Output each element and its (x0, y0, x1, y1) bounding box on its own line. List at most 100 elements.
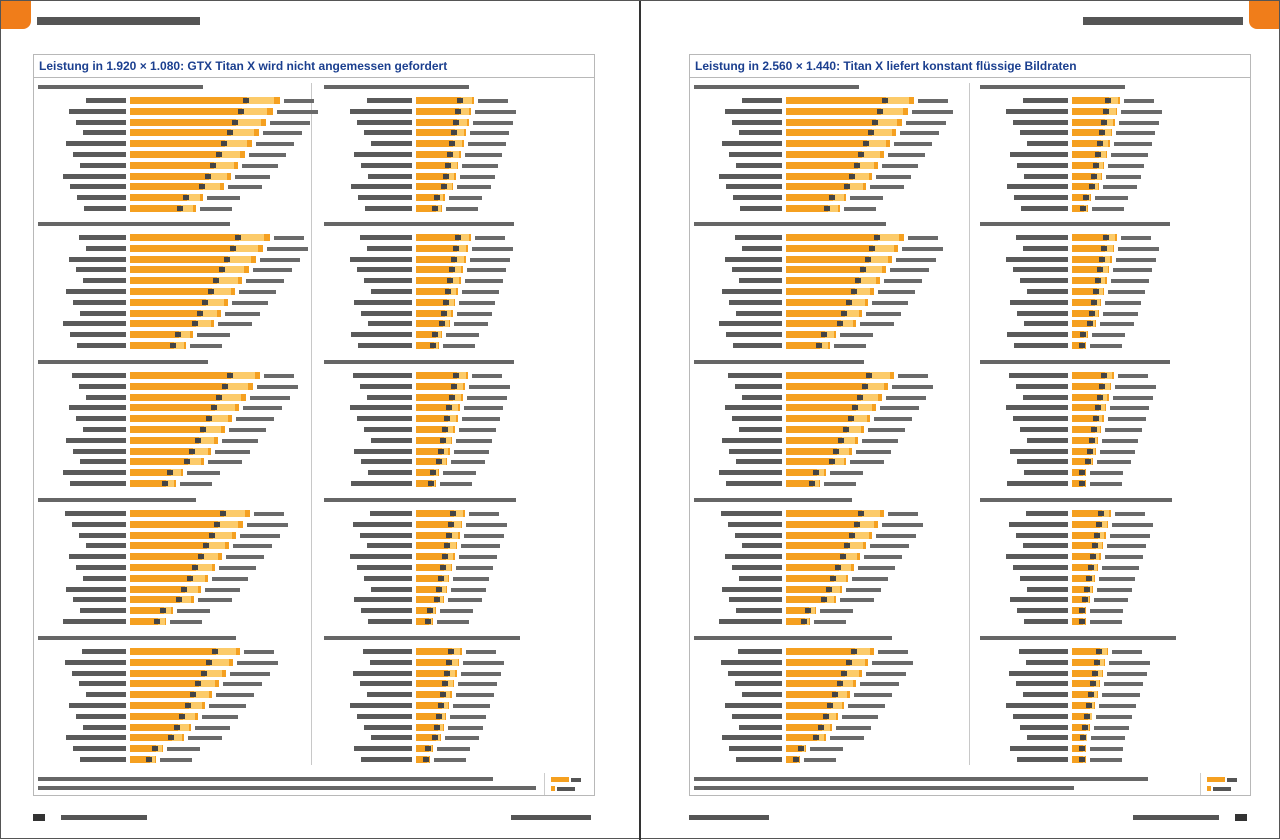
fps-bar-min (455, 129, 465, 137)
fps-bar (416, 183, 454, 191)
fps-bar-min (856, 404, 873, 412)
bar-value (202, 299, 209, 305)
benchmark-row (980, 531, 1250, 539)
bar-value (1088, 565, 1095, 570)
bar-value (1086, 575, 1093, 581)
fps-bar-min (864, 266, 882, 274)
fps-bar-min (206, 298, 225, 306)
row-note (436, 747, 470, 752)
benchmark-row (980, 382, 1250, 390)
row-label (357, 565, 412, 570)
row-note (860, 322, 894, 327)
benchmark-block (324, 498, 594, 628)
benchmark-row (694, 756, 964, 763)
row-label (729, 746, 782, 752)
row-note (246, 279, 284, 284)
bar-value (237, 108, 244, 114)
fps-bar (786, 596, 836, 604)
fps-bar (416, 585, 447, 593)
bar-value (853, 521, 860, 527)
row-label (361, 608, 412, 614)
bar-value (205, 416, 212, 422)
bar-value (864, 256, 871, 262)
benchmark-row (38, 183, 308, 191)
row-note (1110, 279, 1149, 284)
bar-value (1083, 713, 1090, 719)
bar-value (816, 343, 823, 348)
fps-bar-min (1094, 553, 1100, 561)
fps-bar-min (828, 205, 838, 212)
row-label (65, 511, 126, 516)
bar-value (159, 608, 166, 614)
row-label (729, 448, 782, 454)
fps-bar-min (190, 574, 205, 582)
benchmark-row (980, 691, 1250, 699)
bar-value (445, 659, 452, 665)
row-label (83, 278, 126, 284)
fps-bar (416, 480, 436, 487)
fps-bar (1072, 372, 1114, 379)
fps-bar (786, 129, 896, 137)
fps-bar (130, 723, 191, 731)
fps-bar (130, 393, 246, 401)
bar-value (454, 235, 461, 240)
bar-value (438, 321, 445, 327)
fps-bar (786, 140, 890, 148)
fps-bar (1072, 194, 1091, 202)
row-label (79, 532, 126, 538)
legend-label (1213, 787, 1231, 791)
fps-bar (416, 320, 451, 328)
benchmark-row (694, 309, 964, 317)
fps-bar (786, 404, 876, 412)
bar-value (1089, 681, 1096, 687)
fps-bar-min (849, 298, 865, 306)
row-note (814, 620, 846, 624)
fps-bar-min (241, 107, 268, 115)
benchmark-row (324, 585, 594, 593)
row-label (725, 703, 782, 708)
bar-value (214, 521, 221, 527)
block-heading (980, 498, 1172, 502)
bar-value (448, 521, 455, 527)
benchmark-row (324, 480, 594, 487)
benchmark-row (694, 745, 964, 753)
fps-bar-min (854, 648, 871, 655)
fps-bar-min (181, 205, 194, 212)
row-note (1091, 333, 1125, 338)
benchmark-block (38, 360, 308, 490)
fps-bar (130, 277, 242, 285)
row-label (728, 373, 782, 378)
benchmark-row (694, 172, 964, 180)
bar-value (191, 321, 198, 327)
block-heading (324, 636, 520, 640)
row-note (270, 120, 310, 125)
fps-bar (1072, 183, 1100, 191)
row-note (254, 512, 284, 516)
row-note (876, 533, 916, 538)
benchmark-row (980, 712, 1250, 720)
bar-value (442, 299, 449, 305)
benchmark-row (694, 194, 964, 202)
row-note (225, 311, 260, 316)
block-heading (694, 636, 892, 640)
bar-value (177, 206, 184, 211)
row-label (357, 267, 412, 273)
row-note (223, 682, 262, 687)
fps-bar (130, 585, 201, 593)
block-heading (980, 360, 1170, 364)
bar-value (828, 459, 835, 465)
fps-bar (416, 436, 453, 444)
bar-value (451, 130, 458, 136)
row-label (739, 575, 782, 581)
bar-value (836, 681, 843, 687)
fps-bar (416, 542, 458, 550)
fps-bar (416, 596, 445, 604)
benchmark-row (38, 342, 308, 349)
row-note (467, 142, 506, 147)
fps-bar (416, 745, 433, 753)
row-note (228, 185, 262, 190)
row-label (367, 394, 412, 400)
bar-value (452, 373, 459, 378)
row-note (1102, 438, 1139, 443)
row-label (363, 649, 412, 654)
